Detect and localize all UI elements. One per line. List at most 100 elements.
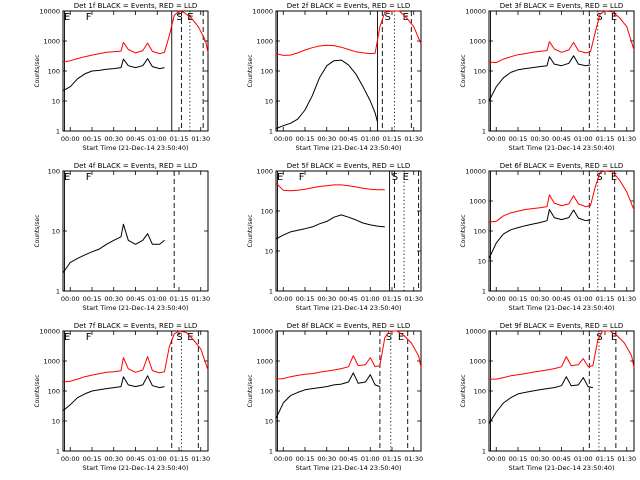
y-tick-label: 1000	[43, 38, 60, 46]
x-tick-label: 00:15	[83, 455, 102, 463]
x-tick-label: 01:00	[148, 295, 167, 303]
x-tick-label: 00:15	[509, 135, 528, 143]
x-tick-label: 01:15	[596, 455, 615, 463]
y-axis-label: Counts/sec	[34, 214, 41, 247]
x-tick-label: 00:15	[509, 295, 528, 303]
y-tick-label: 10000	[465, 168, 486, 176]
y-tick-label: 1	[482, 128, 486, 136]
time-marker-label: S	[176, 332, 182, 343]
y-axis-label: Counts/sec	[460, 214, 467, 247]
x-tick-label: 01:30	[617, 135, 636, 143]
x-tick-label: 00:00	[61, 295, 80, 303]
x-axis-label: Start Time (21-Dec-14 23:50:40)	[508, 144, 614, 152]
x-tick-label: 00:00	[61, 135, 80, 143]
time-marker-label: E	[403, 172, 409, 183]
x-tick-label: 01:30	[191, 295, 210, 303]
x-tick-label: 00:45	[126, 295, 145, 303]
x-tick-label: 00:15	[296, 455, 315, 463]
x-tick-label: 00:45	[339, 295, 358, 303]
x-tick-label: 01:00	[361, 295, 380, 303]
x-tick-label: 00:45	[339, 455, 358, 463]
x-tick-label: 01:15	[170, 295, 189, 303]
y-tick-label: 100	[261, 68, 273, 76]
y-tick-label: 10000	[252, 328, 273, 336]
lld-series-line	[489, 330, 635, 380]
x-axis-label: Start Time (21-Dec-14 23:50:40)	[82, 304, 188, 312]
x-tick-label: 01:30	[404, 295, 423, 303]
x-tick-label: 00:15	[83, 295, 102, 303]
y-tick-label: 10	[478, 258, 486, 266]
plot-frame	[488, 10, 635, 132]
y-tick-label: 1000	[256, 358, 273, 366]
chart-panel-1: Det 1f BLACK = Events, RED = LLD 1 10 100 10…	[34, 2, 210, 152]
chart-panel-8: Det 8f BLACK = Events, RED = LLD 1 10 100 10…	[247, 322, 423, 472]
x-tick-label: 01:30	[404, 455, 423, 463]
chart-title: Det 1f BLACK = Events, RED = LLD	[74, 2, 197, 10]
x-tick-label: 00:15	[296, 135, 315, 143]
lld-series-line	[488, 10, 635, 64]
events-series-line	[488, 209, 591, 259]
y-tick-label: 10	[478, 418, 486, 426]
plot-frame	[62, 10, 209, 132]
y-axis-label: Counts/sec	[34, 54, 41, 87]
x-tick-label: 00:45	[126, 455, 145, 463]
events-series-line	[62, 375, 165, 412]
chart-panel-3: Det 3f BLACK = Events, RED = LLD 1 10 100 10…	[460, 2, 636, 152]
events-series-line	[275, 372, 381, 419]
plot-frame	[488, 330, 635, 452]
x-tick-label: 00:30	[530, 295, 549, 303]
y-tick-label: 1	[269, 128, 273, 136]
chart-title: Det 7f BLACK = Events, RED = LLD	[74, 322, 197, 330]
x-tick-label: 00:00	[274, 135, 293, 143]
x-tick-label: 00:30	[530, 455, 549, 463]
time-marker-label: E	[64, 332, 70, 343]
chart-title: Det 5f BLACK = Events, RED = LLD	[287, 162, 410, 170]
x-tick-label: 00:30	[317, 295, 336, 303]
x-tick-label: 01:15	[170, 135, 189, 143]
time-marker-label: F	[86, 172, 92, 183]
y-tick-label: 10	[265, 98, 273, 106]
events-series-line	[488, 55, 591, 102]
x-tick-label: 01:00	[361, 455, 380, 463]
time-marker-label: E	[277, 172, 283, 183]
time-marker-label: E	[187, 332, 193, 343]
chart-panel-7: Det 7f BLACK = Events, RED = LLD 1 10 100 10…	[34, 322, 210, 472]
time-marker-label: E	[611, 332, 617, 343]
time-marker-label: S	[176, 12, 182, 23]
y-tick-label: 1	[482, 288, 486, 296]
chart-title: Det 6f BLACK = Events, RED = LLD	[500, 162, 623, 170]
y-tick-label: 10000	[252, 8, 273, 16]
x-tick-label: 00:45	[552, 455, 571, 463]
time-marker-label: S	[385, 12, 391, 23]
x-tick-label: 00:45	[339, 135, 358, 143]
y-tick-label: 1000	[43, 358, 60, 366]
time-marker-label: S	[392, 172, 398, 183]
y-axis-label: Counts/sec	[460, 374, 467, 407]
chart-title: Det 2f BLACK = Events, RED = LLD	[287, 2, 410, 10]
x-tick-label: 00:15	[296, 295, 315, 303]
time-marker-label: F	[86, 12, 92, 23]
lld-series-line	[62, 10, 209, 63]
x-tick-label: 00:00	[61, 455, 80, 463]
events-series-line	[275, 59, 378, 130]
y-axis-label: Counts/sec	[34, 374, 41, 407]
x-tick-label: 01:00	[148, 455, 167, 463]
plot-frame	[275, 10, 422, 132]
y-tick-label: 1000	[469, 38, 486, 46]
x-tick-label: 01:30	[617, 455, 636, 463]
y-axis-label: Counts/sec	[247, 54, 254, 87]
x-tick-label: 01:30	[617, 295, 636, 303]
time-marker-label: E	[64, 172, 70, 183]
x-axis-label: Start Time (21-Dec-14 23:50:40)	[508, 464, 614, 472]
x-tick-label: 00:30	[104, 455, 123, 463]
lld-series-line	[275, 182, 385, 192]
y-tick-label: 10000	[465, 328, 486, 336]
x-tick-label: 01:15	[596, 295, 615, 303]
x-tick-label: 01:15	[383, 135, 402, 143]
events-series-line	[275, 214, 385, 240]
x-tick-label: 00:15	[83, 135, 102, 143]
y-tick-label: 1	[56, 128, 60, 136]
x-tick-label: 01:15	[596, 135, 615, 143]
lld-series-line	[275, 330, 422, 380]
